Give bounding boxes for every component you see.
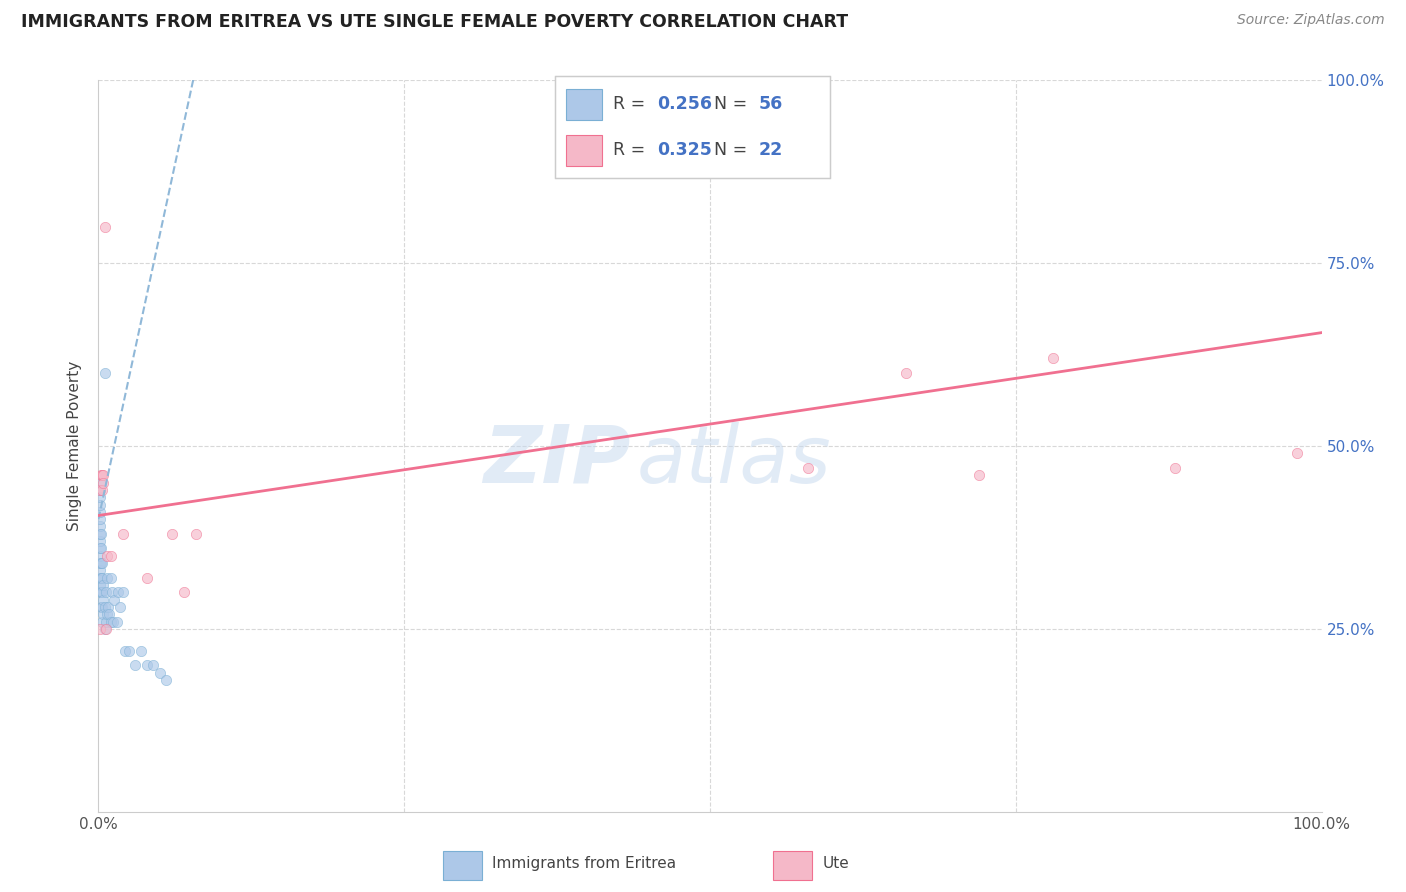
Point [114, 644, 136, 658]
Point [89, 578, 111, 592]
Point [105, 615, 128, 629]
Point [90, 571, 112, 585]
Point [89, 519, 111, 533]
Point [111, 585, 134, 599]
Point [94, 615, 117, 629]
Point [94, 622, 117, 636]
Point [1164, 461, 1187, 475]
Text: R =: R = [613, 95, 651, 113]
Point [118, 644, 141, 658]
Point [90, 556, 112, 570]
Point [89, 563, 111, 577]
Point [91, 585, 114, 599]
Point [91, 571, 114, 585]
Point [124, 658, 146, 673]
Point [91, 556, 114, 570]
Text: 56: 56 [758, 95, 783, 113]
Text: Source: ZipAtlas.com: Source: ZipAtlas.com [1237, 13, 1385, 28]
Point [90, 541, 112, 556]
Text: 0.256: 0.256 [657, 95, 711, 113]
Text: N =: N = [714, 95, 754, 113]
Point [89, 498, 111, 512]
Point [1042, 351, 1064, 366]
Point [155, 673, 177, 687]
Point [149, 665, 172, 680]
Point [91, 607, 114, 622]
Point [93, 622, 115, 636]
Point [100, 615, 122, 629]
Point [89, 585, 111, 599]
Point [100, 571, 122, 585]
Point [101, 585, 124, 599]
Text: IMMIGRANTS FROM ERITREA VS UTE SINGLE FEMALE POVERTY CORRELATION CHART: IMMIGRANTS FROM ERITREA VS UTE SINGLE FE… [21, 13, 848, 31]
Point [136, 658, 159, 673]
Point [98, 607, 121, 622]
Point [1286, 446, 1309, 460]
Bar [773, 851, 813, 880]
Point [91, 468, 114, 483]
Point [89, 483, 111, 497]
Point [107, 585, 129, 599]
Point [91, 615, 114, 629]
Text: R =: R = [613, 141, 651, 159]
Text: Immigrants from Eritrea: Immigrants from Eritrea [492, 855, 676, 871]
Point [101, 615, 124, 629]
Point [97, 599, 120, 614]
Point [93, 599, 115, 614]
Point [136, 571, 159, 585]
Text: 0.325: 0.325 [657, 141, 711, 159]
Point [173, 585, 195, 599]
Text: 22: 22 [758, 141, 783, 159]
Point [91, 592, 114, 607]
Point [90, 468, 112, 483]
Point [89, 571, 111, 585]
Point [89, 483, 111, 497]
Point [94, 585, 117, 599]
Point [142, 658, 165, 673]
Point [89, 556, 111, 570]
Point [129, 644, 152, 658]
Point [91, 599, 114, 614]
Point [89, 505, 111, 519]
Text: atlas: atlas [637, 422, 831, 500]
Point [894, 366, 917, 380]
Point [90, 599, 112, 614]
Point [91, 483, 114, 497]
Point [89, 549, 111, 563]
Point [89, 534, 111, 549]
Bar [567, 89, 602, 120]
Text: Ute: Ute [823, 855, 849, 871]
Point [89, 490, 111, 504]
Point [100, 549, 122, 563]
Point [96, 607, 118, 622]
Point [111, 526, 134, 541]
Point [91, 475, 114, 490]
Point [967, 468, 990, 483]
Point [89, 512, 111, 526]
Bar [567, 136, 602, 166]
Bar [443, 851, 481, 880]
Point [89, 475, 111, 490]
Point [89, 622, 111, 636]
Point [160, 526, 183, 541]
Point [93, 366, 115, 380]
Text: N =: N = [714, 141, 754, 159]
Point [186, 526, 208, 541]
Point [91, 468, 114, 483]
Point [89, 541, 111, 556]
Point [110, 599, 132, 614]
Y-axis label: Single Female Poverty: Single Female Poverty [67, 361, 83, 531]
Point [96, 571, 118, 585]
Point [797, 461, 820, 475]
Point [103, 592, 125, 607]
Point [91, 578, 114, 592]
Point [90, 526, 112, 541]
Point [93, 219, 115, 234]
Point [89, 526, 111, 541]
Point [96, 549, 118, 563]
Text: ZIP: ZIP [484, 422, 630, 500]
Point [90, 585, 112, 599]
